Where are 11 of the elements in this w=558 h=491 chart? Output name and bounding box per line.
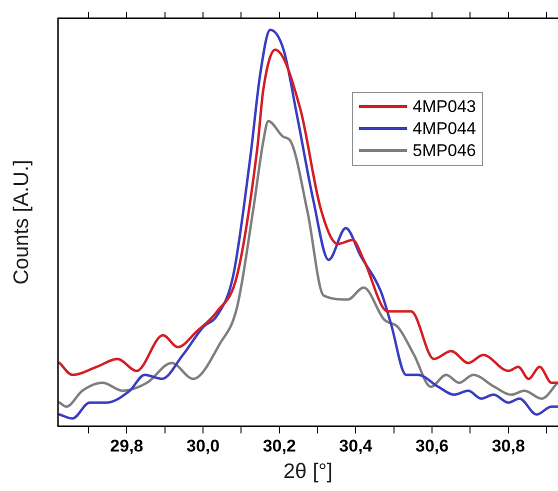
x-tick-label: 30,0 — [186, 436, 220, 456]
x-tick-label: 29,8 — [110, 436, 144, 456]
legend-label: 5MP046 — [412, 140, 476, 162]
x-tick-label: 30,4 — [339, 436, 373, 456]
x-tick-label: 30,8 — [492, 436, 525, 456]
x-tick-label: 30,2 — [262, 436, 296, 456]
x-tick-label: 30,6 — [416, 436, 449, 456]
y-axis-title: Counts [A.U.] — [10, 160, 33, 285]
legend-label: 4MP044 — [412, 118, 476, 140]
legend-label: 4MP043 — [412, 96, 476, 118]
x-axis-title: 2θ [°] — [283, 460, 333, 484]
